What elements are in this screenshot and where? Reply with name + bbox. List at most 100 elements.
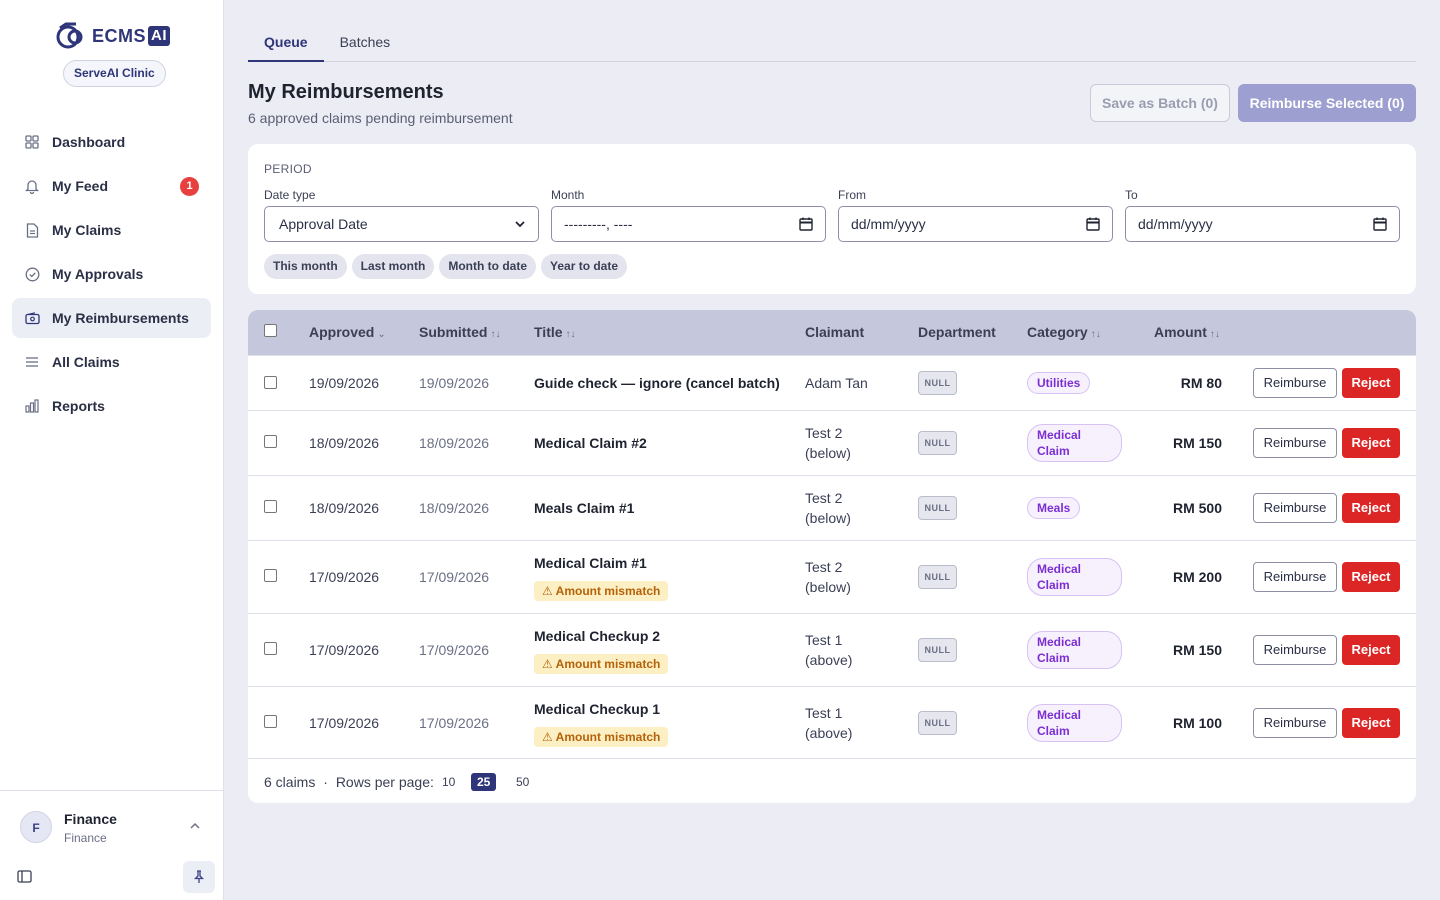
page-subtitle: 6 approved claims pending reimbursement bbox=[248, 110, 513, 126]
sidebar-nav: Dashboard My Feed 1 My Claims My Approva… bbox=[12, 122, 211, 430]
list-icon bbox=[24, 354, 40, 370]
table-row: 17/09/2026 17/09/2026 Medical Claim #1 ⚠… bbox=[248, 540, 1416, 613]
user-menu[interactable]: F Finance Finance bbox=[0, 790, 223, 900]
row-checkbox[interactable] bbox=[264, 642, 277, 655]
sidebar-item-my-reimbursements[interactable]: My Reimbursements bbox=[12, 298, 211, 338]
sidebar-item-reports[interactable]: Reports bbox=[12, 386, 211, 426]
page-size-25[interactable]: 25 bbox=[471, 773, 497, 791]
category-badge: Medical Claim bbox=[1027, 631, 1122, 669]
pin-icon bbox=[193, 870, 205, 883]
reject-button[interactable]: Reject bbox=[1342, 368, 1400, 398]
amount: RM 80 bbox=[1180, 375, 1222, 391]
bar-chart-icon bbox=[24, 398, 40, 414]
row-checkbox[interactable] bbox=[264, 435, 277, 448]
app-name: ECMS bbox=[92, 25, 147, 46]
page-size-50[interactable]: 50 bbox=[516, 775, 530, 789]
select-all-checkbox[interactable] bbox=[264, 324, 277, 337]
wallet-icon bbox=[24, 310, 40, 326]
row-checkbox[interactable] bbox=[264, 569, 277, 582]
chevron-up-icon[interactable] bbox=[188, 819, 202, 833]
period-filter-card: PERIOD Date type Approval Date Month ---… bbox=[248, 144, 1416, 294]
tab-bar: Queue Batches bbox=[248, 24, 1416, 62]
month-label: Month bbox=[551, 188, 585, 202]
table-header: Approved ⌄ Submitted ↑↓ Title ↑↓ Claimant D… bbox=[248, 310, 1416, 355]
preset-this-month[interactable]: This month bbox=[264, 254, 347, 279]
reject-button[interactable]: Reject bbox=[1342, 635, 1400, 665]
reject-button[interactable]: Reject bbox=[1342, 708, 1400, 738]
reject-button[interactable]: Reject bbox=[1342, 562, 1400, 592]
calendar-icon[interactable] bbox=[799, 217, 813, 231]
column-department: Department bbox=[918, 324, 996, 340]
reject-button[interactable]: Reject bbox=[1342, 493, 1400, 523]
tab-queue[interactable]: Queue bbox=[248, 24, 324, 62]
submitted-date: 17/09/2026 bbox=[419, 642, 490, 658]
period-section-label: PERIOD bbox=[264, 162, 312, 176]
reimburse-button[interactable]: Reimburse bbox=[1253, 635, 1337, 665]
logo-icon bbox=[56, 22, 83, 49]
claimant: Test 2 (below) bbox=[805, 559, 851, 595]
reimburse-button[interactable]: Reimburse bbox=[1253, 368, 1337, 398]
org-badge[interactable]: ServeAI Clinic bbox=[63, 60, 166, 87]
sidebar-item-all-claims[interactable]: All Claims bbox=[12, 342, 211, 382]
approved-date: 18/09/2026 bbox=[309, 500, 380, 516]
claim-title[interactable]: Medical Checkup 2 bbox=[534, 628, 661, 644]
month-value: ---------, ---- bbox=[564, 216, 633, 232]
grid-icon bbox=[24, 134, 40, 150]
claimant: Adam Tan bbox=[805, 375, 868, 391]
sort-icon: ↑↓ bbox=[1209, 329, 1220, 340]
preset-last-month[interactable]: Last month bbox=[351, 254, 435, 279]
claim-title[interactable]: Meals Claim #1 bbox=[534, 500, 635, 516]
claimant: Test 1 (above) bbox=[805, 705, 853, 741]
department-badge: NULL bbox=[918, 371, 957, 395]
sidebar-toggle-icon[interactable] bbox=[17, 870, 32, 883]
column-title[interactable]: Title ↑↓ bbox=[534, 324, 576, 340]
sidebar-item-my-approvals[interactable]: My Approvals bbox=[12, 254, 211, 294]
row-checkbox[interactable] bbox=[264, 500, 277, 513]
document-icon bbox=[24, 222, 40, 238]
claim-title[interactable]: Guide check — ignore (cancel batch) bbox=[534, 375, 780, 391]
month-input[interactable]: ---------, ---- bbox=[551, 206, 826, 242]
approved-date: 17/09/2026 bbox=[309, 715, 380, 731]
calendar-icon[interactable] bbox=[1086, 217, 1100, 231]
page-size-10[interactable]: 10 bbox=[442, 775, 456, 789]
reimburse-button[interactable]: Reimburse bbox=[1253, 493, 1337, 523]
table-row: 19/09/2026 19/09/2026 Guide check — igno… bbox=[248, 355, 1416, 410]
date-type-value: Approval Date bbox=[279, 216, 368, 232]
save-as-batch-button[interactable]: Save as Batch (0) bbox=[1090, 84, 1230, 122]
approved-date: 19/09/2026 bbox=[309, 375, 380, 391]
column-amount[interactable]: Amount ↑↓ bbox=[1154, 324, 1220, 340]
row-checkbox[interactable] bbox=[264, 376, 277, 389]
reject-button[interactable]: Reject bbox=[1342, 428, 1400, 458]
to-date-input[interactable]: dd/mm/yyyy bbox=[1125, 206, 1400, 242]
column-approved[interactable]: Approved ⌄ bbox=[309, 324, 386, 340]
sidebar-item-my-claims[interactable]: My Claims bbox=[12, 210, 211, 250]
reimburse-button[interactable]: Reimburse bbox=[1253, 708, 1337, 738]
claim-title[interactable]: Medical Claim #2 bbox=[534, 435, 647, 451]
amount: RM 100 bbox=[1172, 715, 1222, 731]
claim-title[interactable]: Medical Claim #1 bbox=[534, 555, 647, 571]
reimburse-selected-button[interactable]: Reimburse Selected (0) bbox=[1238, 84, 1416, 122]
date-type-select[interactable]: Approval Date bbox=[264, 206, 539, 242]
claimant: Test 1 (above) bbox=[805, 632, 853, 668]
reimburse-button[interactable]: Reimburse bbox=[1253, 562, 1337, 592]
tab-batches[interactable]: Batches bbox=[339, 34, 391, 50]
chevron-down-icon bbox=[515, 221, 525, 228]
calendar-icon[interactable] bbox=[1373, 217, 1387, 231]
approved-date: 17/09/2026 bbox=[309, 569, 380, 585]
pin-button[interactable] bbox=[183, 861, 215, 893]
reimburse-button[interactable]: Reimburse bbox=[1253, 428, 1337, 458]
preset-year-to-date[interactable]: Year to date bbox=[541, 254, 628, 279]
app-name-suffix: AI bbox=[148, 26, 171, 46]
from-date-input[interactable]: dd/mm/yyyy bbox=[838, 206, 1113, 242]
submitted-date: 17/09/2026 bbox=[419, 569, 490, 585]
sidebar-item-dashboard[interactable]: Dashboard bbox=[12, 122, 211, 162]
app-logo[interactable]: ECMS AI bbox=[56, 22, 171, 50]
preset-month-to-date[interactable]: Month to date bbox=[439, 254, 536, 279]
column-submitted[interactable]: Submitted ↑↓ bbox=[419, 324, 501, 340]
sidebar-item-my-feed[interactable]: My Feed 1 bbox=[12, 166, 211, 206]
department-badge: NULL bbox=[918, 496, 957, 520]
column-category[interactable]: Category ↑↓ bbox=[1027, 324, 1101, 340]
claim-title[interactable]: Medical Checkup 1 bbox=[534, 701, 661, 717]
page-title: My Reimbursements bbox=[248, 81, 444, 103]
row-checkbox[interactable] bbox=[264, 715, 277, 728]
